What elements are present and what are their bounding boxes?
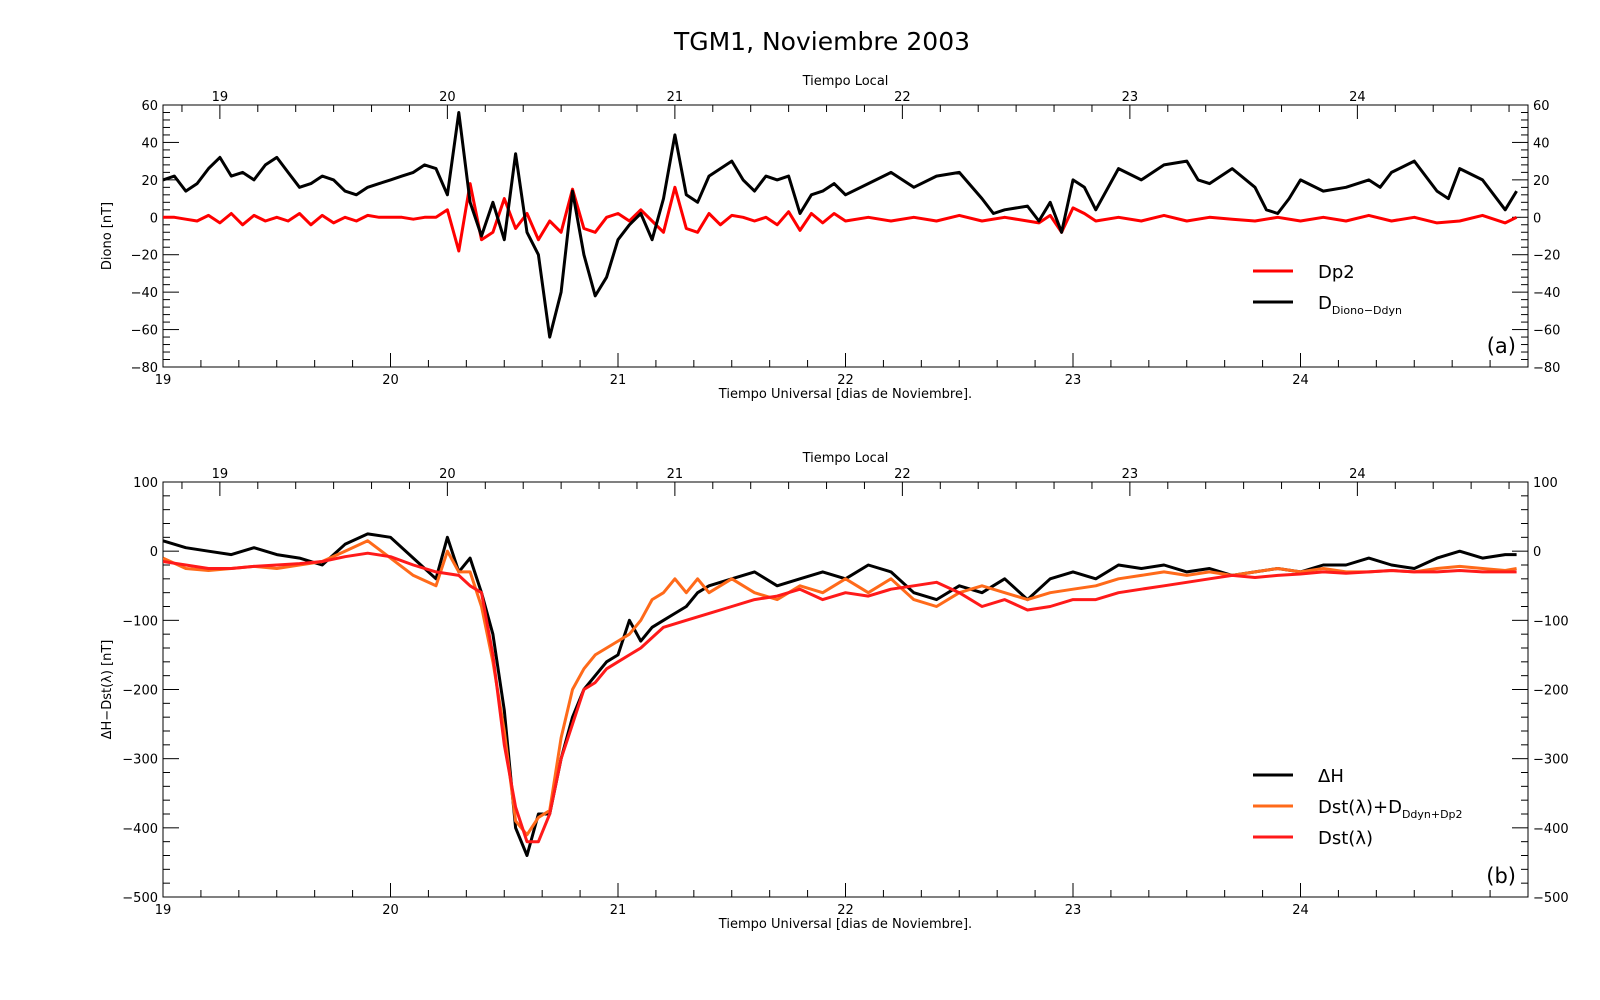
y-tick-label: −40 [131, 286, 158, 301]
y-axis-title: ΔH−Dst(λ) [nT] [100, 640, 115, 740]
x-tick-label: 20 [382, 373, 399, 388]
y-tick-label-right: −40 [1533, 286, 1560, 301]
series-line-a-1 [163, 111, 1518, 339]
top-x-tick-label: 22 [894, 467, 911, 482]
y-tick-label: −200 [122, 684, 158, 699]
top-x-tick-label: 20 [439, 467, 456, 482]
top-x-tick-label: 23 [1122, 90, 1139, 105]
series-line-b-2 [163, 551, 1517, 844]
y-tick-label: −60 [131, 324, 158, 339]
top-x-tick-label: 19 [212, 467, 229, 482]
x-tick-label: 20 [382, 903, 399, 918]
y-tick-label: −80 [131, 361, 158, 376]
x-tick-label: 23 [1065, 373, 1082, 388]
legend-name: Dst(λ)+D [1318, 797, 1402, 818]
top-x-axis-title: Tiempo Local [802, 74, 889, 89]
panel-a: −80 −80 −60 −60 −40 −40 −20 −20 0 0 20 20 40 40 60 60 19… [100, 74, 1560, 402]
y-tick-label-right: 0 [1533, 545, 1541, 560]
y-tick-label: 100 [133, 476, 158, 491]
top-x-tick-label: 23 [1122, 467, 1139, 482]
y-tick-label-right: 0 [1533, 211, 1541, 226]
legend-label: Dst(λ)+DDdyn+Dp2 [1318, 797, 1463, 821]
legend-name: Dst(λ) [1318, 828, 1373, 849]
legend-name-subscript: Ddyn+Dp2 [1402, 808, 1463, 821]
top-x-tick-label: 22 [894, 90, 911, 105]
y-tick-label-right: 100 [1533, 476, 1558, 491]
y-tick-label: 20 [141, 174, 158, 189]
y-tick-label-right: −100 [1533, 614, 1569, 629]
x-tick-label: 21 [610, 903, 627, 918]
y-tick-label-right: 40 [1533, 136, 1550, 151]
y-tick-label: 60 [141, 99, 158, 114]
y-tick-label-right: −500 [1533, 891, 1569, 906]
x-tick-label: 22 [837, 903, 854, 918]
plot-frame [162, 104, 1529, 368]
x-tick-label: 19 [155, 373, 172, 388]
y-tick-label-right: −60 [1533, 324, 1560, 339]
y-tick-label: 0 [150, 545, 158, 560]
panel-b: −500 −500 −400 −400 −300 −300 −200 −200 −100 −100… [100, 451, 1569, 932]
y-tick-label: −100 [122, 614, 158, 629]
top-x-tick-label: 24 [1349, 90, 1366, 105]
legend-label: DDiono−Ddyn [1318, 293, 1402, 317]
y-tick-label: −500 [122, 891, 158, 906]
y-tick-label-right: 60 [1533, 99, 1550, 114]
y-tick-label-right: −20 [1533, 249, 1560, 264]
y-tick-label: −400 [122, 822, 158, 837]
x-tick-label: 21 [610, 373, 627, 388]
legend-label: ΔH [1318, 766, 1344, 787]
top-x-tick-label: 21 [667, 467, 684, 482]
top-x-axis-title: Tiempo Local [802, 451, 889, 466]
top-x-tick-label: 19 [212, 90, 229, 105]
y-tick-label-right: −300 [1533, 753, 1569, 768]
top-x-tick-label: 20 [439, 90, 456, 105]
x-axis-title: Tiempo Universal [dias de Noviembre]. [718, 917, 972, 932]
legend-name: D [1318, 293, 1332, 314]
y-tick-label-right: 20 [1533, 174, 1550, 189]
y-tick-label-right: −200 [1533, 684, 1569, 699]
x-axis-title: Tiempo Universal [dias de Noviembre]. [718, 387, 972, 402]
y-tick-label-right: −400 [1533, 822, 1569, 837]
legend-name: ΔH [1318, 766, 1344, 787]
panel-label: (b) [1486, 864, 1516, 888]
y-axis-title: Diono [nT] [100, 202, 115, 270]
x-tick-label: 19 [155, 903, 172, 918]
figure-title: TGM1, Noviembre 2003 [673, 27, 970, 56]
series-line-b-1 [163, 539, 1517, 837]
series-line-a-0 [163, 182, 1518, 253]
legend-label: Dp2 [1318, 262, 1355, 283]
panel-label: (a) [1487, 334, 1516, 358]
y-tick-label: 40 [141, 136, 158, 151]
y-tick-label: 0 [150, 211, 158, 226]
x-tick-label: 23 [1065, 903, 1082, 918]
x-tick-label: 22 [837, 373, 854, 388]
y-tick-label-right: −80 [1533, 361, 1560, 376]
legend-name-subscript: Diono−Ddyn [1332, 304, 1402, 317]
x-tick-label: 24 [1292, 373, 1309, 388]
legend-name: Dp2 [1318, 262, 1355, 283]
top-x-tick-label: 24 [1349, 467, 1366, 482]
legend-label: Dst(λ) [1318, 828, 1373, 849]
x-tick-label: 24 [1292, 903, 1309, 918]
top-x-tick-label: 21 [667, 90, 684, 105]
y-tick-label: −300 [122, 753, 158, 768]
y-tick-label: −20 [131, 249, 158, 264]
